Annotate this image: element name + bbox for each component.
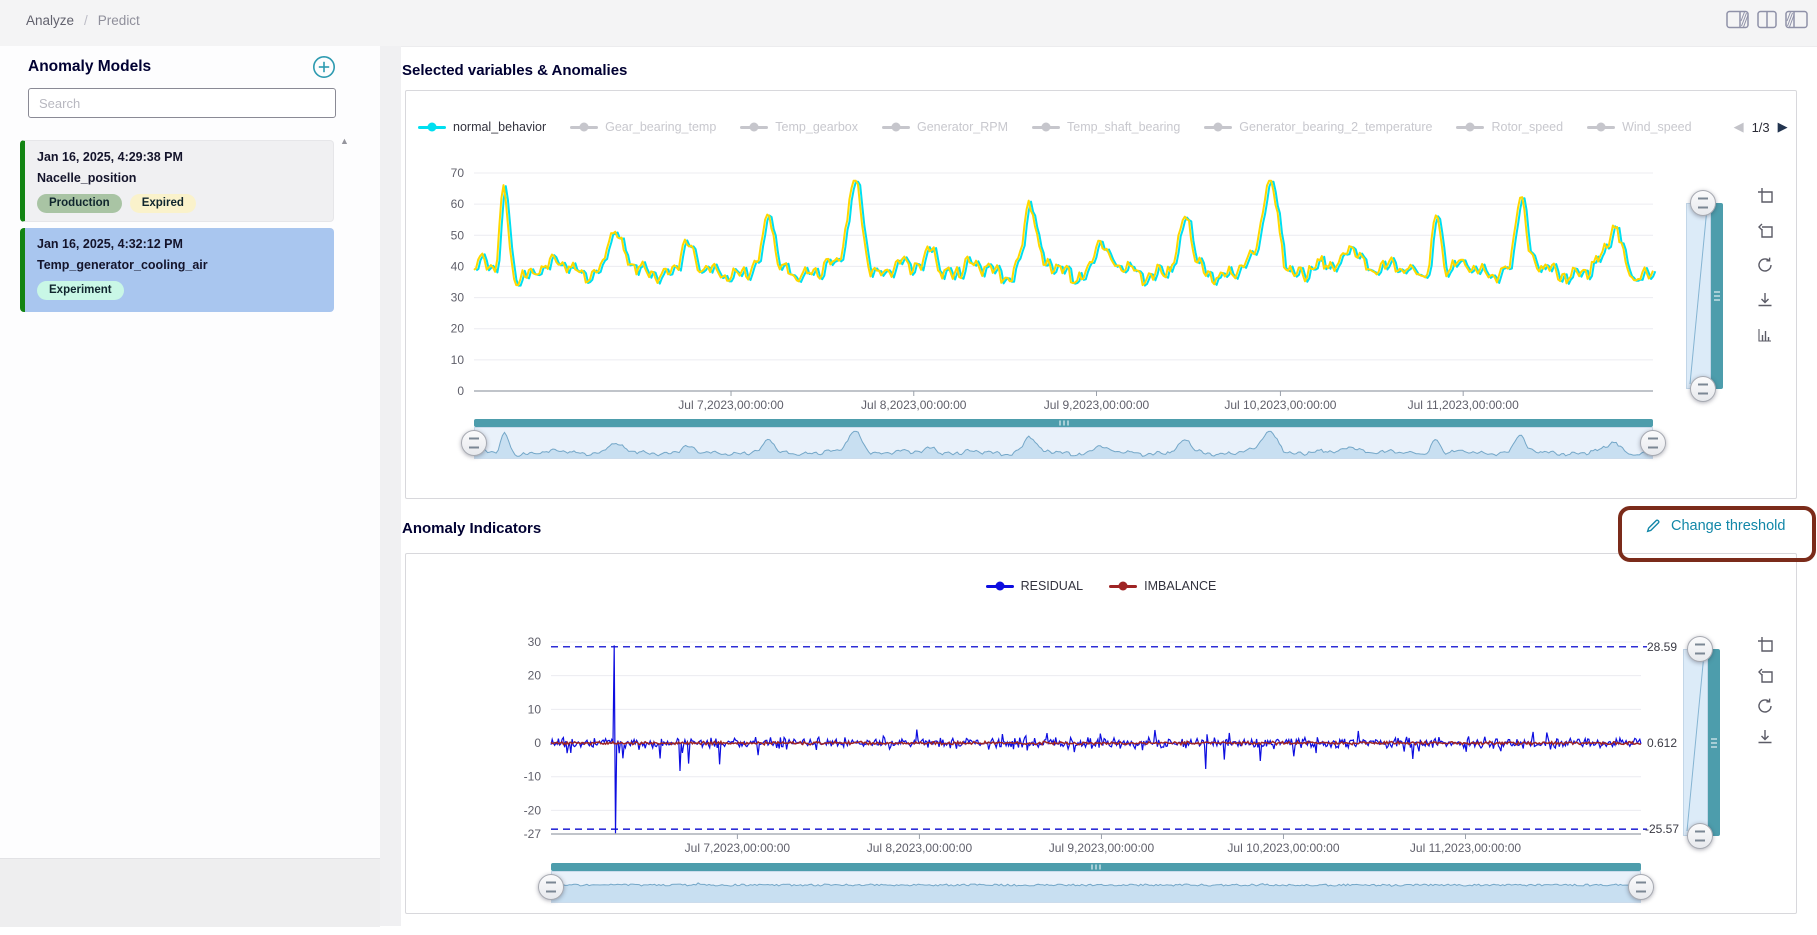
svg-text:Jul 11,2023,00:00:00: Jul 11,2023,00:00:00 <box>1408 398 1520 412</box>
current-value-label: 0.612 <box>1647 736 1677 750</box>
panel-divider <box>380 46 401 926</box>
svg-text:10: 10 <box>528 702 542 716</box>
section2-title: Anomaly Indicators <box>402 520 541 537</box>
model-name: Nacelle_position <box>37 171 321 185</box>
status-badge-production: Production <box>37 194 122 213</box>
sidebar-title: Anomaly Models <box>28 58 151 76</box>
chart2-toolbox <box>1756 635 1774 746</box>
panel-split-layout-icon[interactable] <box>1757 10 1778 29</box>
svg-text:40: 40 <box>451 259 465 273</box>
sidebar-footer <box>0 858 380 927</box>
section1-title: Selected variables & Anomalies <box>402 62 627 79</box>
svg-text:10: 10 <box>451 353 465 367</box>
svg-text:50: 50 <box>451 228 465 242</box>
zoom-back-icon[interactable] <box>1756 221 1774 239</box>
model-timestamp: Jan 16, 2025, 4:32:12 PM <box>37 237 322 251</box>
box-zoom-icon[interactable] <box>1756 186 1774 204</box>
normal-behavior-series <box>476 182 1655 286</box>
chart2-vertical-zoom-top-handle[interactable] <box>1687 636 1713 662</box>
chart2-datazoom-bar[interactable] <box>551 863 1641 871</box>
model-card-temp-generator-cooling-air[interactable]: Jan 16, 2025, 4:32:12 PM Temp_generator_… <box>20 228 334 312</box>
lower-threshold-label: -25.57 <box>1645 822 1679 836</box>
svg-text:20: 20 <box>528 669 542 683</box>
breadcrumb-separator: / <box>84 13 88 28</box>
model-timestamp: Jan 16, 2025, 4:29:38 PM <box>37 150 321 164</box>
svg-text:Jul 11,2023,00:00:00: Jul 11,2023,00:00:00 <box>1410 841 1522 855</box>
svg-text:Jul 8,2023,00:00:00: Jul 8,2023,00:00:00 <box>861 398 967 412</box>
list-scroll-up-icon[interactable]: ▲ <box>340 136 349 146</box>
chart2-vertical-zoom-bottom-handle[interactable] <box>1687 823 1713 849</box>
status-badge-expired: Expired <box>130 194 196 213</box>
bar-view-icon[interactable] <box>1756 326 1774 344</box>
model-search-input[interactable] <box>28 88 336 118</box>
panel-right-layout-icon[interactable] <box>1726 10 1750 29</box>
svg-text:Jul 9,2023,00:00:00: Jul 9,2023,00:00:00 <box>1044 398 1150 412</box>
chart1-datazoom-overview[interactable] <box>474 427 1653 459</box>
chart1-vertical-zoom-top-handle[interactable] <box>1690 190 1716 216</box>
chart1-toolbox <box>1756 186 1774 344</box>
anomaly-chart-canvas: 30 20 10 0 -10 -20 -27 Jul 7,2023,00:00:00 Jul 8… <box>406 554 1796 913</box>
svg-text:Jul 10,2023,00:00:00: Jul 10,2023,00:00:00 <box>1224 398 1336 412</box>
svg-text:0: 0 <box>534 736 541 750</box>
chart1-datazoom-left-handle[interactable] <box>461 430 487 456</box>
model-variable-series <box>474 181 1653 285</box>
chart2-vertical-zoom-track[interactable] <box>1683 649 1708 836</box>
export-icon[interactable] <box>1756 291 1774 309</box>
model-card-nacelle-position[interactable]: Jan 16, 2025, 4:29:38 PM Nacelle_positio… <box>20 140 334 222</box>
breadcrumb-analyze[interactable]: Analyze <box>26 13 74 28</box>
export-icon[interactable] <box>1756 728 1774 746</box>
svg-text:70: 70 <box>451 166 465 180</box>
breadcrumb-predict[interactable]: Predict <box>98 13 140 28</box>
anomaly-indicators-chart-card: RESIDUAL IMBALANCE 3020100-10-20-27Jul 7… <box>405 553 1797 914</box>
svg-text:0: 0 <box>457 384 464 398</box>
svg-text:-20: -20 <box>524 803 542 817</box>
chart1-vertical-zoom-bar[interactable] <box>1711 203 1723 389</box>
zoom-back-icon[interactable] <box>1756 666 1774 684</box>
chart2-vertical-zoom-bar[interactable] <box>1708 649 1720 836</box>
chart1-datazoom-bar[interactable] <box>474 419 1653 427</box>
chart2-datazoom-right-handle[interactable] <box>1628 874 1654 900</box>
variables-chart-card: normal_behavior Gear_bearing_temp Temp_g… <box>405 90 1797 499</box>
svg-text:60: 60 <box>451 197 465 211</box>
breadcrumb: Analyze / Predict <box>26 13 140 28</box>
chart1-datazoom-right-handle[interactable] <box>1640 430 1666 456</box>
app-header: Analyze / Predict <box>0 0 1817 47</box>
restore-icon[interactable] <box>1756 256 1774 274</box>
residual-series <box>551 645 1641 833</box>
svg-text:Jul 7,2023,00:00:00: Jul 7,2023,00:00:00 <box>678 398 784 412</box>
svg-text:20: 20 <box>451 322 465 336</box>
status-badge-experiment: Experiment <box>37 281 124 300</box>
box-zoom-icon[interactable] <box>1756 635 1774 653</box>
svg-text:Jul 10,2023,00:00:00: Jul 10,2023,00:00:00 <box>1227 841 1339 855</box>
svg-text:-27: -27 <box>524 827 542 841</box>
svg-text:Jul 8,2023,00:00:00: Jul 8,2023,00:00:00 <box>867 841 973 855</box>
svg-text:30: 30 <box>451 291 465 305</box>
restore-icon[interactable] <box>1756 697 1774 715</box>
chart2-datazoom-overview[interactable] <box>551 871 1641 903</box>
chart2-datazoom-left-handle[interactable] <box>538 874 564 900</box>
change-threshold-button[interactable]: Change threshold <box>1645 517 1785 534</box>
panel-left-layout-icon[interactable] <box>1785 10 1809 29</box>
pencil-icon <box>1645 517 1662 534</box>
chart1-vertical-zoom-track[interactable] <box>1686 203 1711 389</box>
model-name: Temp_generator_cooling_air <box>37 258 322 272</box>
chart1-vertical-zoom-bottom-handle[interactable] <box>1690 376 1716 402</box>
upper-threshold-label: 28.59 <box>1647 640 1677 654</box>
svg-text:Jul 7,2023,00:00:00: Jul 7,2023,00:00:00 <box>685 841 791 855</box>
svg-text:Jul 9,2023,00:00:00: Jul 9,2023,00:00:00 <box>1049 841 1155 855</box>
add-model-button[interactable] <box>312 55 336 79</box>
svg-text:30: 30 <box>528 635 542 649</box>
svg-text:-10: -10 <box>524 770 542 784</box>
